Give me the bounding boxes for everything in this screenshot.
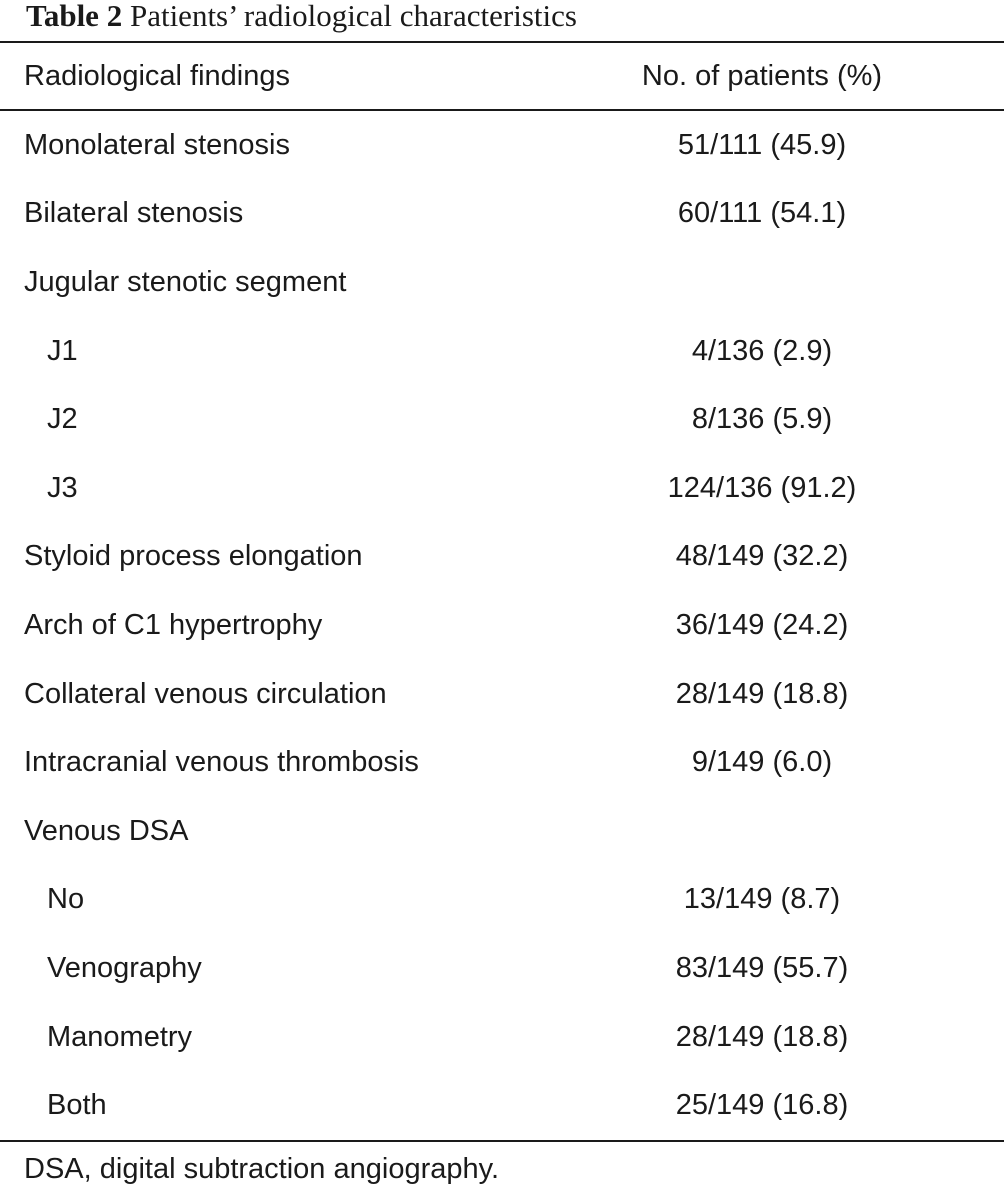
table-row: Manometry 28/149 (18.8) — [0, 1003, 1004, 1072]
table-row: Monolateral stenosis 51/111 (45.9) — [0, 111, 1004, 180]
patients-cell: 9/149 (6.0) — [691, 746, 833, 779]
table-row: Collateral venous circulation 28/149 (18.… — [0, 660, 1004, 729]
finding-cell: Venography — [47, 951, 202, 984]
header-rule — [0, 109, 1004, 111]
finding-cell: J2 — [47, 403, 78, 436]
patients-cell — [562, 248, 962, 317]
column-header-findings: Radiological findings — [24, 59, 290, 92]
table-row: Bilateral stenosis 60/111 (54.1) — [0, 180, 1004, 249]
table-label: Table 2 — [26, 0, 123, 33]
patients-cell: 36/149 (24.2) — [675, 608, 849, 641]
table-row: J1 4/136 (2.9) — [0, 317, 1004, 386]
table-row: Arch of C1 hypertrophy 36/149 (24.2) — [0, 591, 1004, 660]
finding-cell: No — [47, 883, 85, 916]
table-row: J3 124/136 (91.2) — [0, 454, 1004, 523]
finding-cell: Manometry — [47, 1020, 193, 1053]
table-caption: Table 2 Patients’ radiological character… — [26, 0, 577, 34]
table-row: Venous DSA — [0, 797, 1004, 866]
finding-cell: Intracranial venous thrombosis — [24, 746, 419, 779]
table-title: Patients’ radiological characteristics — [129, 0, 577, 33]
table-header-row: Radiological findings No. of patients (%… — [0, 43, 1004, 109]
patients-cell: 51/111 (45.9) — [677, 128, 847, 161]
table-row: Intracranial venous thrombosis 9/149 (6.0… — [0, 728, 1004, 797]
patients-cell: 83/149 (55.7) — [675, 951, 849, 984]
table-row: Venography 83/149 (55.7) — [0, 934, 1004, 1003]
table-footnote: DSA, digital subtraction angiography. — [24, 1153, 500, 1185]
table-row: Styloid process elongation 48/149 (32.2) — [0, 523, 1004, 592]
table-row: No 13/149 (8.7) — [0, 866, 1004, 935]
table-row: Both 25/149 (16.8) — [0, 1071, 1004, 1140]
table-row: Jugular stenotic segment — [0, 248, 1004, 317]
finding-cell: Bilateral stenosis — [24, 197, 244, 230]
patients-cell: 28/149 (18.8) — [675, 1020, 849, 1053]
finding-cell: Styloid process elongation — [24, 540, 363, 573]
patients-cell: 28/149 (18.8) — [675, 677, 849, 710]
top-rule — [0, 41, 1004, 43]
patients-cell: 48/149 (32.2) — [675, 540, 849, 573]
bottom-rule — [0, 1140, 1004, 1142]
patients-cell: 8/136 (5.9) — [691, 403, 833, 436]
finding-cell: Monolateral stenosis — [24, 128, 290, 161]
finding-cell: Both — [47, 1089, 107, 1122]
patients-cell: 124/136 (91.2) — [667, 471, 857, 504]
table-row: J2 8/136 (5.9) — [0, 385, 1004, 454]
finding-cell: Venous DSA — [24, 814, 189, 847]
patients-cell: 60/111 (54.1) — [677, 197, 847, 230]
patients-cell — [562, 797, 962, 866]
finding-cell: J3 — [47, 471, 78, 504]
finding-cell: Jugular stenotic segment — [24, 265, 347, 298]
finding-cell: J1 — [47, 334, 78, 367]
finding-cell: Collateral venous circulation — [24, 677, 387, 710]
column-header-patients: No. of patients (%) — [641, 59, 883, 92]
patients-cell: 4/136 (2.9) — [691, 334, 833, 367]
patients-cell: 13/149 (8.7) — [683, 883, 841, 916]
patients-cell: 25/149 (16.8) — [675, 1089, 849, 1122]
finding-cell: Arch of C1 hypertrophy — [24, 608, 323, 641]
